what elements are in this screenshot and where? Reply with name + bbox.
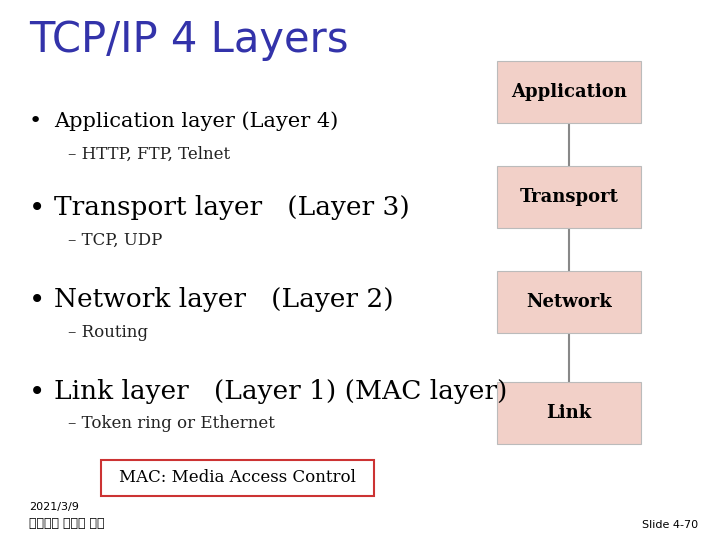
Text: •: • <box>29 194 45 222</box>
Text: Link layer   (Layer 1) (MAC layer): Link layer (Layer 1) (MAC layer) <box>54 379 508 404</box>
Text: 2021/3/9: 2021/3/9 <box>29 502 78 512</box>
Text: MAC: Media Access Control: MAC: Media Access Control <box>120 469 356 487</box>
FancyBboxPatch shape <box>497 382 641 444</box>
Text: •: • <box>29 286 45 314</box>
FancyBboxPatch shape <box>101 460 374 496</box>
Text: Network layer   (Layer 2): Network layer (Layer 2) <box>54 287 394 312</box>
Text: – Token ring or Ethernet: – Token ring or Ethernet <box>68 415 275 433</box>
Text: Transport: Transport <box>519 188 618 206</box>
Text: Slide 4-70: Slide 4-70 <box>642 520 698 530</box>
Text: – Routing: – Routing <box>68 323 148 341</box>
Text: Transport layer   (Layer 3): Transport layer (Layer 3) <box>54 195 410 220</box>
Text: •: • <box>29 377 45 406</box>
Text: Link: Link <box>546 404 591 422</box>
Text: – HTTP, FTP, Telnet: – HTTP, FTP, Telnet <box>68 145 230 163</box>
FancyBboxPatch shape <box>497 166 641 228</box>
Text: Application: Application <box>511 83 626 101</box>
Text: Application layer (Layer 4): Application layer (Layer 4) <box>54 112 338 131</box>
FancyBboxPatch shape <box>497 271 641 333</box>
Text: •: • <box>29 111 42 132</box>
Text: – TCP, UDP: – TCP, UDP <box>68 232 163 249</box>
Text: 交大資工 蔡文能 計概: 交大資工 蔡文能 計概 <box>29 517 104 530</box>
Text: Network: Network <box>526 293 612 312</box>
Text: TCP/IP 4 Layers: TCP/IP 4 Layers <box>29 19 348 61</box>
FancyBboxPatch shape <box>497 60 641 123</box>
